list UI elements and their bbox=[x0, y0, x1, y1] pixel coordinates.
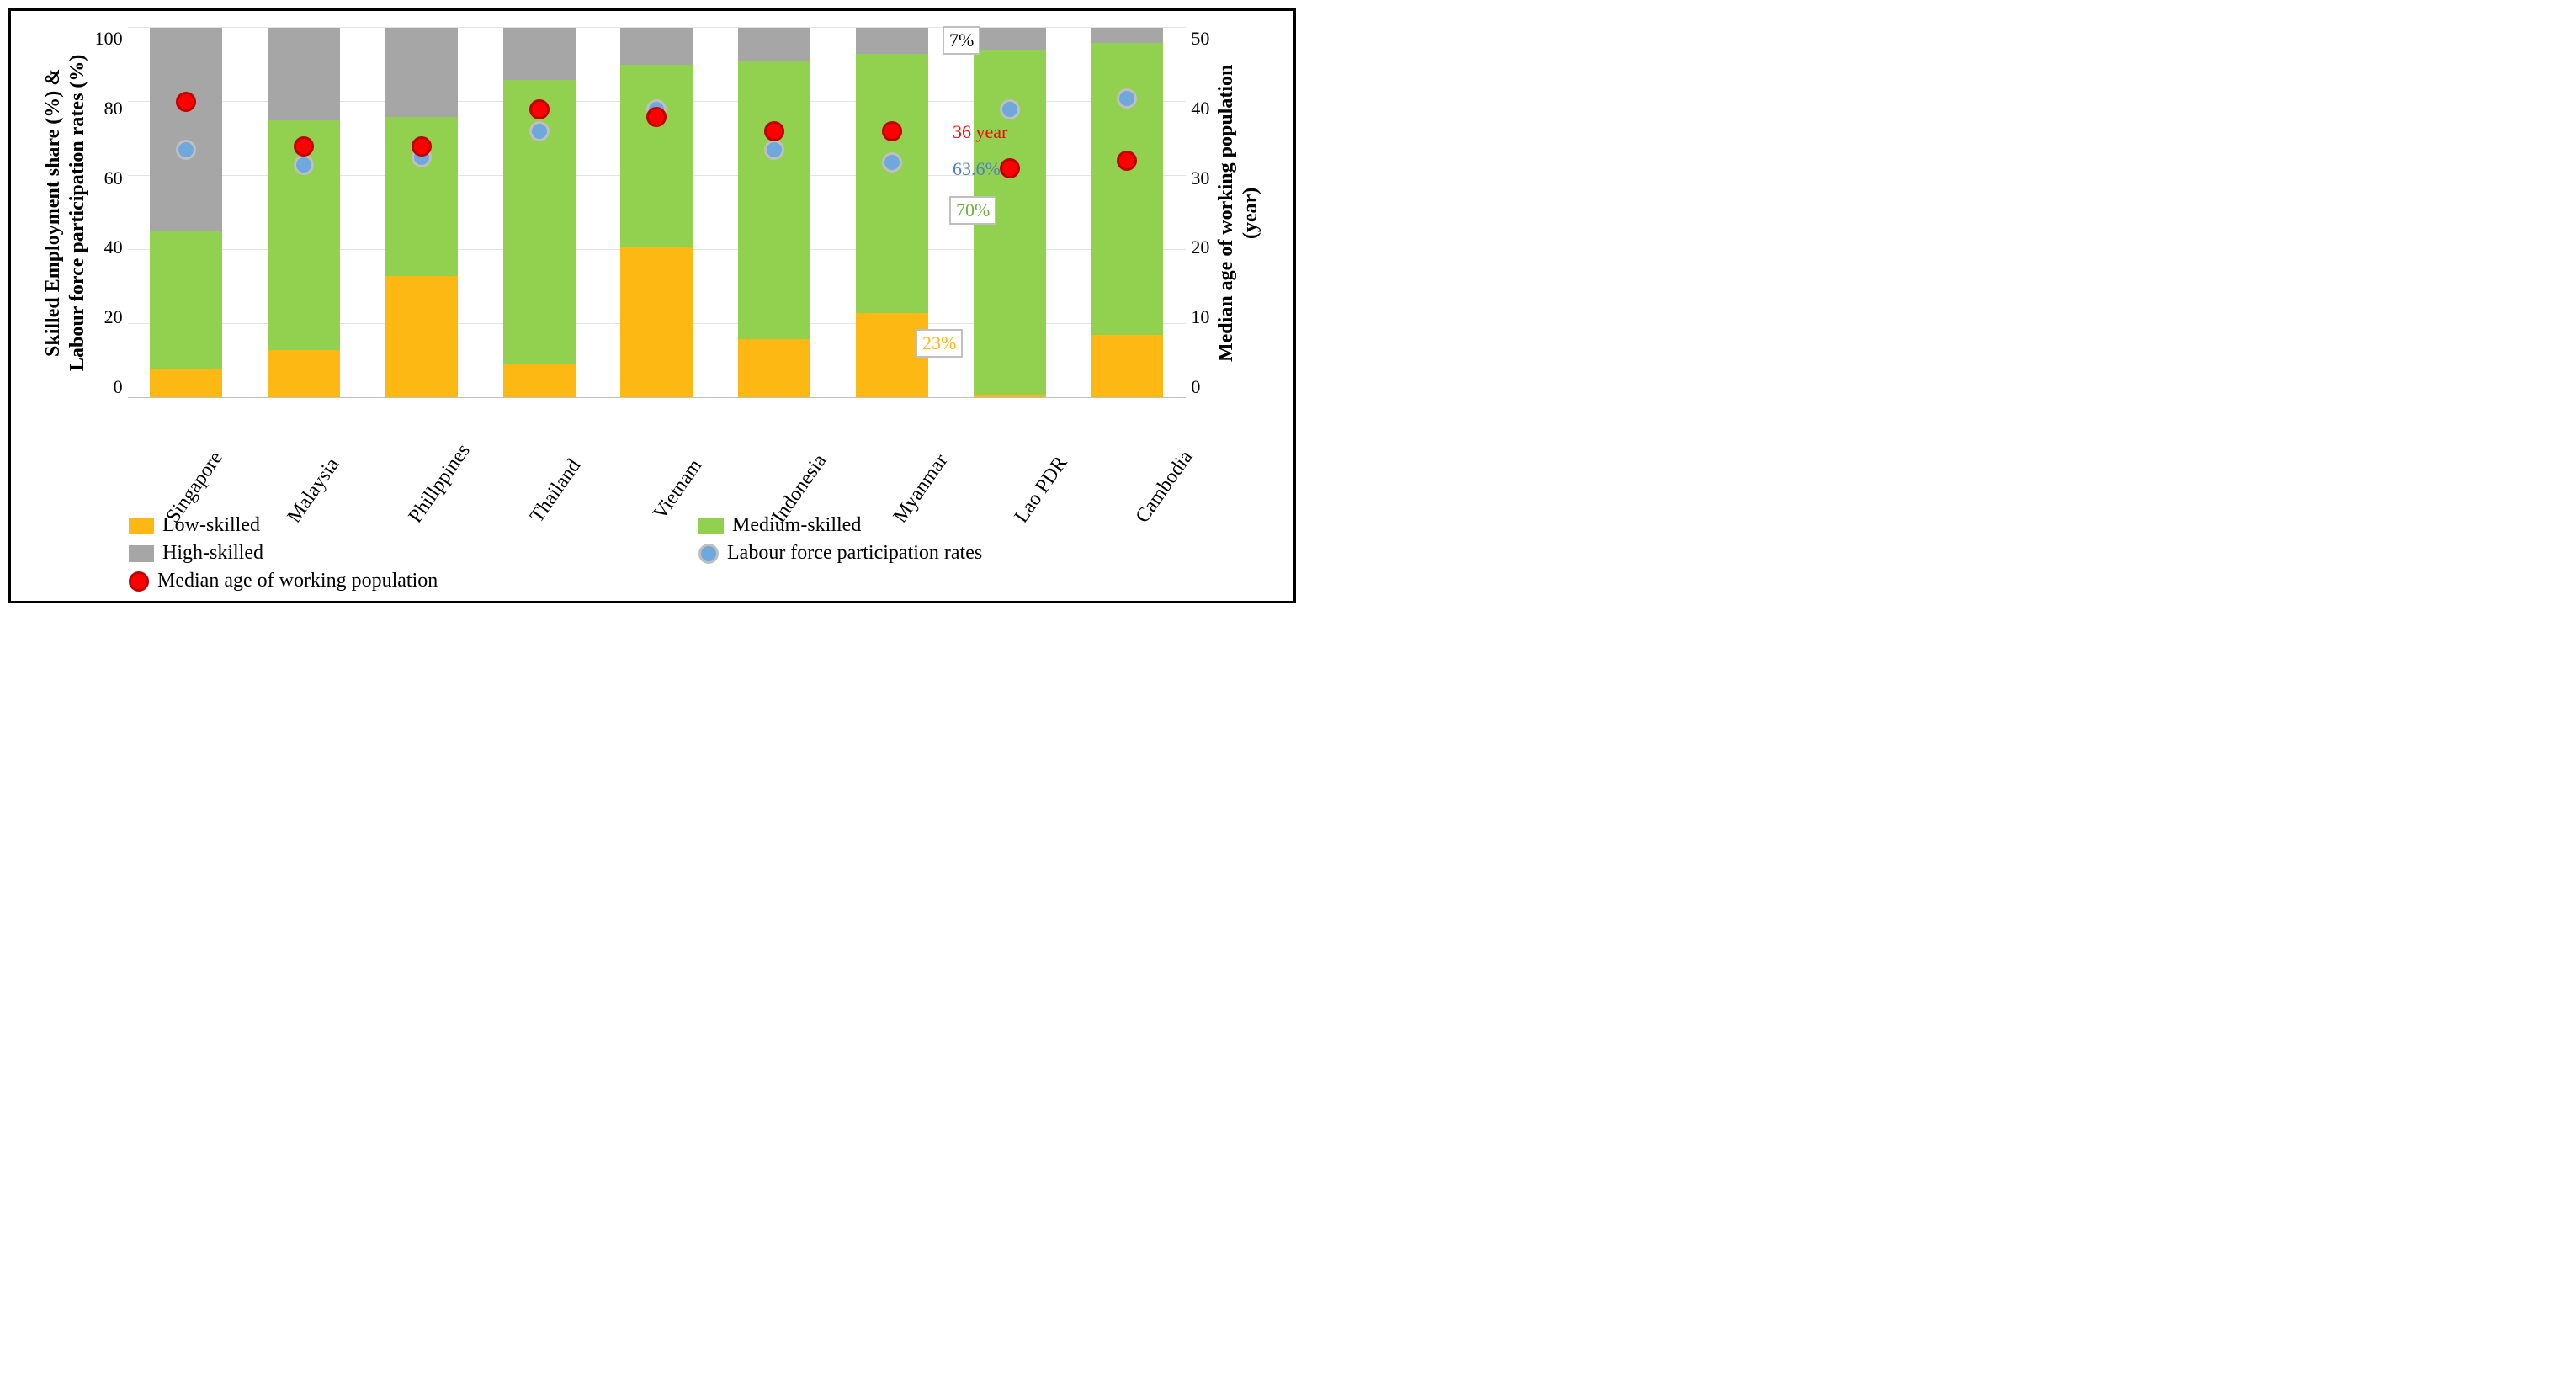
callout-low: 23% bbox=[916, 329, 963, 358]
marker-age bbox=[1000, 158, 1020, 178]
y-left-axis-title: Skilled Employment share (%) &Labour for… bbox=[36, 28, 90, 398]
bar-segment-high bbox=[620, 28, 693, 65]
marker-age bbox=[294, 136, 314, 157]
y-left-tick-label: 60 bbox=[104, 167, 123, 189]
bar-segment-high bbox=[503, 28, 576, 80]
legend-item-age: Median age of working population bbox=[129, 570, 698, 592]
bar-segment-high bbox=[385, 28, 458, 117]
chart-frame: Skilled Employment share (%) &Labour for… bbox=[8, 8, 1296, 603]
y-left-tick-label: 100 bbox=[95, 28, 123, 50]
marker-age bbox=[882, 121, 902, 141]
y-right-axis-title: Median age of working population(year) bbox=[1214, 28, 1268, 398]
chart-body: Skilled Employment share (%) &Labour for… bbox=[36, 28, 1268, 398]
callout-high: 7% bbox=[943, 26, 980, 55]
y-right-tick-label: 50 bbox=[1191, 28, 1209, 50]
x-axis-baseline bbox=[128, 397, 1187, 398]
marker-age bbox=[412, 136, 432, 157]
bar-segment-medium bbox=[1091, 43, 1163, 336]
y-left-tick-label: 0 bbox=[114, 376, 123, 398]
y-right-tick-label: 0 bbox=[1191, 376, 1200, 398]
bar-segment-low bbox=[268, 350, 340, 398]
x-axis-labels: SingaporeMalaysiaPhillppinesThailandViet… bbox=[107, 398, 1198, 506]
marker-lfp bbox=[1000, 99, 1020, 119]
marker-age bbox=[646, 107, 667, 127]
bar-segment-medium bbox=[856, 54, 928, 313]
legend-swatch bbox=[129, 518, 154, 534]
y-right-axis-ticks: 50 40 30 20 10 0 bbox=[1186, 28, 1214, 398]
bar-column bbox=[268, 28, 340, 398]
bar-segment-high bbox=[738, 28, 810, 61]
bar-segment-medium bbox=[738, 61, 810, 339]
bar-segment-high bbox=[1091, 28, 1163, 43]
y-right-tick-label: 20 bbox=[1191, 236, 1209, 258]
bar-group bbox=[128, 28, 1187, 398]
bar-segment-low bbox=[1091, 335, 1163, 398]
marker-age bbox=[529, 99, 550, 119]
marker-lfp bbox=[294, 155, 314, 175]
marker-lfp bbox=[529, 121, 550, 141]
bar-column bbox=[503, 28, 576, 398]
bar-segment-low bbox=[620, 247, 693, 398]
callout-lfp: 63.6% bbox=[953, 158, 1001, 180]
y-right-tick-label: 10 bbox=[1191, 306, 1209, 328]
plot-area: 7% 36 year 63.6% 70% 23% bbox=[128, 28, 1187, 398]
callout-age: 36 year bbox=[953, 121, 1007, 143]
bar-segment-medium bbox=[150, 231, 222, 369]
y-right-tick-label: 40 bbox=[1191, 98, 1209, 119]
bar-column bbox=[620, 28, 693, 398]
bar-column bbox=[1091, 28, 1163, 398]
bar-segment-high bbox=[856, 28, 928, 54]
legend-label: Median age of working population bbox=[157, 570, 438, 592]
bar-column bbox=[738, 28, 810, 398]
bar-segment-high bbox=[974, 28, 1046, 50]
callout-medium: 70% bbox=[949, 196, 996, 225]
bar-segment-low bbox=[150, 369, 222, 398]
y-right-tick-label: 30 bbox=[1191, 167, 1209, 189]
marker-lfp bbox=[1117, 88, 1137, 109]
legend-swatch bbox=[129, 545, 154, 562]
marker-lfp bbox=[882, 152, 902, 173]
bar-column bbox=[385, 28, 458, 398]
y-left-tick-label: 40 bbox=[104, 236, 123, 258]
bar-segment-low bbox=[738, 339, 810, 398]
y-left-axis-ticks: 100 80 60 40 20 0 bbox=[90, 28, 128, 398]
bar-segment-low bbox=[503, 364, 576, 398]
bar-segment-low bbox=[385, 276, 458, 398]
bar-column bbox=[150, 28, 222, 398]
legend-swatch bbox=[129, 571, 149, 592]
bar-segment-medium bbox=[620, 65, 693, 247]
y-left-tick-label: 20 bbox=[104, 306, 123, 328]
bar-segment-high bbox=[150, 28, 222, 231]
y-left-tick-label: 80 bbox=[104, 98, 123, 119]
bar-segment-high bbox=[268, 28, 340, 120]
